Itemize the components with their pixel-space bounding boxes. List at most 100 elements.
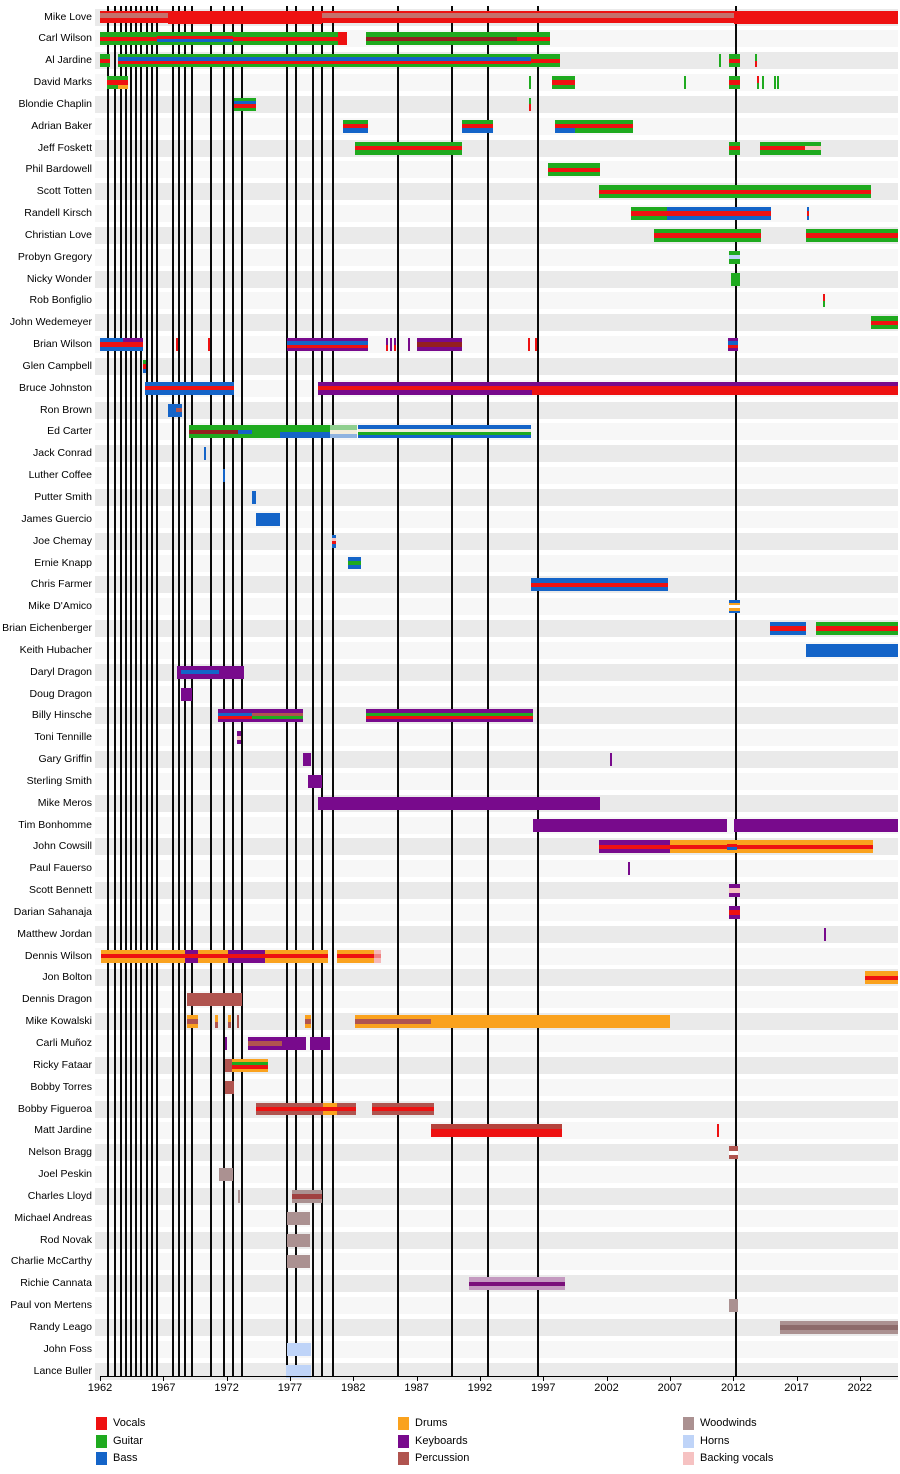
instrument-stripe [530,54,560,59]
tenure-bar [305,1015,312,1029]
tenure-bar [824,927,827,941]
instrument-stripe [177,665,182,679]
row-band [95,292,898,310]
instrument-stripe [264,953,328,959]
instrument-stripe [729,80,740,85]
instrument-stripe [287,341,369,345]
row-band [95,641,898,659]
row-band [95,467,898,485]
tenure-bar [236,1015,239,1029]
instrument-stripe [203,447,207,461]
member-label: Mike D'Amico [28,600,92,613]
instrument-stripe [548,167,601,173]
tenure-bar [729,905,740,919]
instrument-stripe [117,84,128,89]
instrument-stripe [255,512,281,526]
tenure-bar [287,1211,311,1225]
instrument-stripe [236,1015,239,1029]
tenure-bar [610,753,613,767]
row-band [95,314,898,332]
instrument-stripe [759,150,806,155]
album-release-line [140,6,143,1376]
instrument-stripe [669,840,727,845]
row-band [95,95,898,113]
instrument-stripe [806,215,809,221]
row-band [95,1187,898,1205]
tenure-bar [292,1189,322,1203]
member-label: Daryl Dragon [30,665,92,678]
instrument-stripe [667,207,772,212]
instrument-stripe [100,18,169,21]
instrument-stripe [181,687,193,701]
member-label: Paul Fauerso [29,862,92,875]
instrument-stripe [231,1062,269,1066]
tenure-bar [533,818,727,832]
instrument-stripe [321,13,735,16]
instrument-stripe [729,255,740,260]
instrument-stripe [393,338,396,345]
tenure-bar [598,185,872,199]
instrument-stripe [462,119,493,125]
instrument-stripe [248,1041,283,1046]
tenure-bar [106,76,118,89]
instrument-stripe [251,719,303,723]
instrument-stripe [554,119,575,125]
instrument-stripe [728,338,739,342]
instrument-stripe [729,905,740,911]
instrument-stripe [255,1111,323,1116]
album-release-line [295,6,298,1376]
instrument-stripe [554,124,575,129]
instrument-stripe [227,958,265,963]
tenure-bar [548,163,601,177]
instrument-stripe [365,712,534,716]
instrument-stripe [729,62,740,68]
tenure-bar [716,1124,719,1138]
legend-swatch-drums [398,1417,409,1430]
legend-label: Vocals [113,1417,146,1429]
instrument-stripe [531,381,898,387]
instrument-stripe [248,1045,283,1050]
tenure-bar [168,10,322,24]
instrument-stripe [729,76,740,81]
instrument-stripe [217,719,252,723]
row-band [95,1144,898,1162]
member-label: Al Jardine [45,54,92,67]
tenure-bar [307,774,322,788]
member-label: Blondie Chaplin [18,97,92,110]
row-band [95,598,898,616]
instrument-stripe [736,844,874,850]
tenure-bar [462,119,493,133]
tenure-bar [667,207,772,221]
instrument-stripe [548,163,601,168]
instrument-stripe [598,189,872,194]
tenure-bar [516,32,550,46]
instrument-stripe [805,150,821,155]
instrument-stripe [630,207,668,212]
instrument-stripe [552,76,575,81]
member-label: Luther Coffee [28,469,92,482]
album-release-line [734,6,737,1376]
instrument-stripe [754,54,757,61]
instrument-stripe [864,975,898,981]
member-label: Lance Buller [33,1364,92,1377]
instrument-stripe [386,338,389,345]
instrument-stripe [117,57,531,61]
instrument-stripe [864,971,898,976]
tenure-bar [338,32,347,46]
tenure-bar [227,1015,232,1029]
instrument-stripe [156,42,233,46]
tenure-bar [598,840,670,854]
tenure-bar [117,76,128,89]
instrument-stripe [305,1015,312,1020]
instrument-stripe [100,10,169,14]
member-label: Darian Sahanaja [13,905,92,918]
member-label: Paul von Mertens [10,1299,92,1312]
instrument-stripe [816,626,898,631]
instrument-stripe [282,1036,307,1050]
tenure-bar [554,119,575,133]
member-label: Matthew Jordan [17,927,92,940]
instrument-stripe [516,40,550,46]
instrument-stripe [100,13,169,16]
instrument-stripe [373,958,382,963]
instrument-stripe [336,1111,356,1116]
